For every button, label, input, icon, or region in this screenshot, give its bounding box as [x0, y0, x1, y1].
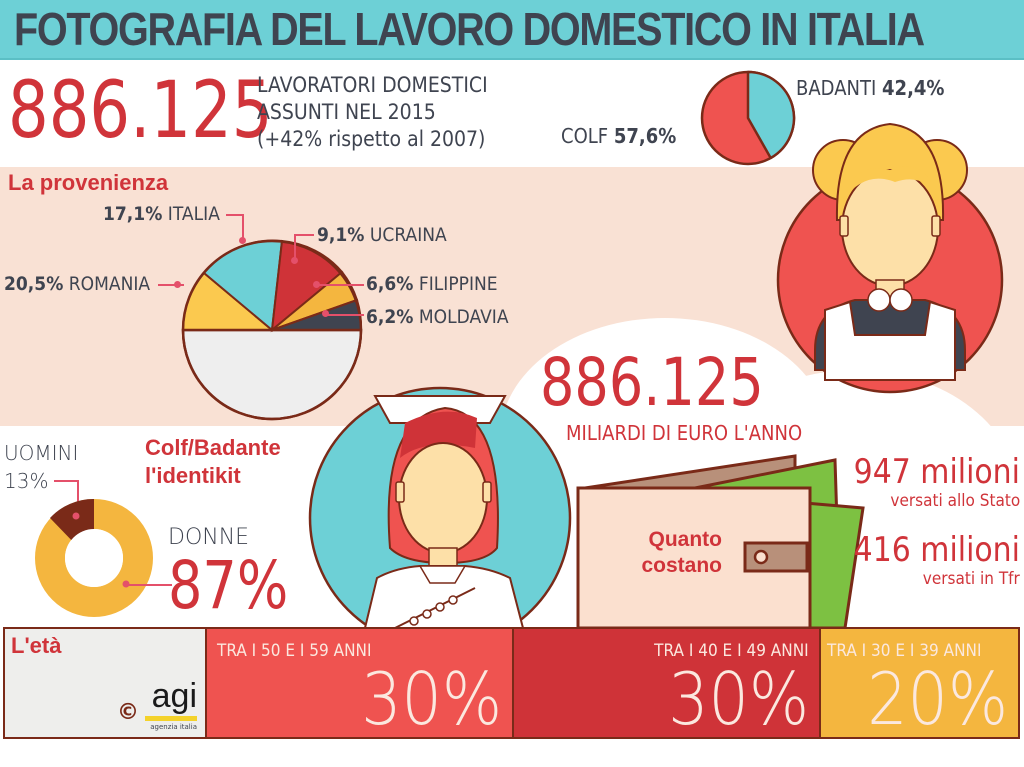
workers-line-3: (+42% rispetto al 2007) — [257, 127, 486, 151]
men-value: 13% — [4, 469, 49, 493]
romania-value: 20,5% — [4, 273, 64, 295]
state-amount: 947 milioni — [853, 452, 1020, 492]
romania-label: ROMANIA — [68, 273, 151, 295]
tfr-label: versati in Tfr — [922, 569, 1020, 589]
ucraina-label: UCRAINA — [369, 224, 447, 246]
identikit-line-1: Colf/Badante — [145, 435, 281, 460]
age-title: L'età — [11, 633, 62, 658]
identikit-title: Colf/Badante l'identikit — [145, 434, 281, 490]
gender-donut — [35, 498, 153, 617]
leader-ucraina-v — [294, 234, 296, 260]
cost-total-number: 886.125 — [540, 344, 764, 421]
age-bracket-30-39: TRA I 30 E I 39 ANNI 20% — [821, 629, 1018, 737]
italia-label: ITALIA — [167, 203, 220, 225]
age-bracket-value: 20% — [867, 657, 1008, 741]
leader-women — [126, 584, 172, 586]
age-bracket-label: TRA I 30 E I 39 ANNI — [827, 641, 982, 661]
age-title-cell: L'età agi agenzia italia © — [5, 629, 207, 737]
cost-total-label: MILIARDI DI EURO L'ANNO — [566, 421, 803, 445]
badanti-legend: BADANTI 42,4% — [796, 76, 944, 100]
leader-italia-h — [226, 214, 242, 216]
wallet-line-1: Quanto — [648, 528, 723, 551]
leader-men-h — [54, 480, 78, 482]
colf-value: 57,6% — [613, 124, 677, 148]
wallet-title: Quanto costano — [622, 527, 722, 579]
provenienza-italia: 17,1% ITALIA — [103, 203, 220, 225]
dot-romania — [174, 281, 181, 288]
workers-total-number: 886.125 — [8, 66, 273, 156]
provenienza-pie — [181, 239, 363, 421]
leader-ucraina-h — [294, 234, 314, 236]
workers-line-2: ASSUNTI NEL 2015 — [257, 100, 436, 124]
age-bracket-value: 30% — [668, 657, 809, 741]
colf-legend: COLF 57,6% — [561, 124, 676, 148]
age-bracket-label: TRA I 40 E I 49 ANNI — [654, 641, 809, 661]
women-label: DONNE — [168, 525, 250, 550]
dot-italia — [239, 237, 246, 244]
provenienza-title: La provenienza — [8, 170, 169, 195]
ucraina-value: 9,1% — [317, 224, 365, 246]
wallet-icon — [576, 454, 865, 628]
provenienza-ucraina: 9,1% UCRAINA — [317, 224, 447, 246]
badanti-label: BADANTI — [796, 76, 877, 100]
tfr-amount: 416 milioni — [853, 530, 1020, 570]
italia-value: 17,1% — [103, 203, 163, 225]
dot-moldavia — [322, 310, 329, 317]
dot-ucraina — [291, 257, 298, 264]
workers-line-1: LAVORATORI DOMESTICI — [257, 73, 488, 97]
age-bracket-value: 30% — [361, 657, 502, 741]
workers-description: LAVORATORI DOMESTICI ASSUNTI NEL 2015 (+… — [257, 72, 488, 153]
badanti-value: 42,4% — [882, 76, 945, 100]
copyright-icon: © — [117, 700, 139, 725]
age-bracket-50-59: TRA I 50 E I 59 ANNI 30% — [207, 629, 514, 737]
colf-illustration — [308, 386, 572, 628]
leader-romania — [158, 284, 184, 286]
agi-logo-name: agi — [151, 677, 197, 715]
filippine-label: FILIPPINE — [418, 273, 498, 295]
identikit-line-2: l'identikit — [145, 463, 241, 488]
agi-logo-underline — [145, 716, 197, 721]
provenienza-filippine: 6,6% FILIPPINE — [366, 273, 498, 295]
leader-moldavia — [326, 314, 364, 316]
age-bracket-label: TRA I 50 E I 59 ANNI — [217, 641, 372, 661]
agi-logo: agi agenzia italia — [145, 679, 197, 731]
provenienza-romania: 20,5% ROMANIA — [4, 273, 150, 295]
badante-illustration — [776, 122, 1004, 394]
leader-filippine — [316, 284, 364, 286]
age-bar: L'età agi agenzia italia © TRA I 50 E I … — [3, 627, 1020, 739]
age-bracket-40-49: TRA I 40 E I 49 ANNI 30% — [514, 629, 821, 737]
moldavia-label: MOLDAVIA — [418, 306, 509, 328]
state-label: versati allo Stato — [890, 491, 1020, 511]
colf-badanti-pie — [700, 70, 796, 166]
agi-logo-tagline: agenzia italia — [150, 723, 197, 731]
wallet-line-2: costano — [641, 554, 722, 577]
dot-filippine — [313, 281, 320, 288]
moldavia-value: 6,2% — [366, 306, 414, 328]
header-banner: FOTOGRAFIA DEL LAVORO DOMESTICO IN ITALI… — [0, 0, 1024, 60]
filippine-value: 6,6% — [366, 273, 414, 295]
women-value: 87% — [168, 547, 289, 624]
leader-men-v — [77, 480, 79, 516]
page-title: FOTOGRAFIA DEL LAVORO DOMESTICO IN ITALI… — [14, 3, 925, 55]
leader-italia-v — [242, 214, 244, 240]
provenienza-moldavia: 6,2% MOLDAVIA — [366, 306, 509, 328]
men-label: UOMINI — [4, 441, 79, 465]
colf-label: COLF — [561, 124, 609, 148]
